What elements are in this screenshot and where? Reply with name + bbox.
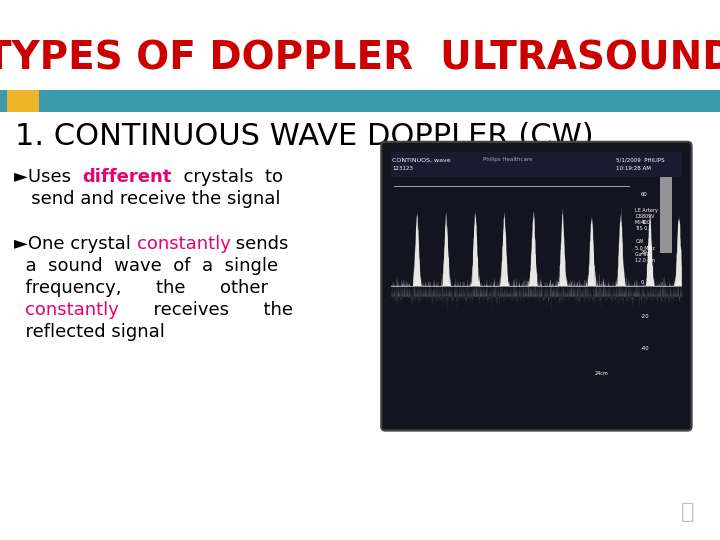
Text: reflected signal: reflected signal [14,323,165,341]
Text: 1. CONTINUOUS WAVE DOPPLER (CW): 1. CONTINUOUS WAVE DOPPLER (CW) [15,122,593,151]
Bar [0,90,720,112]
Text: constantly: constantly [25,301,120,319]
Text: receives      the: receives the [120,301,293,319]
Text: TYPES OF DOPPLER  ULTRASOUND: TYPES OF DOPPLER ULTRASOUND [0,40,720,78]
Text: CONTINUOS, wave: CONTINUOS, wave [392,157,451,163]
Bar [660,177,672,253]
Text: -20: -20 [641,314,649,319]
Text: ►One crystal: ►One crystal [14,235,137,253]
Text: 24cm: 24cm [595,371,608,376]
Text: 0: 0 [641,280,644,285]
Text: 5/1/2009  PHILIPS: 5/1/2009 PHILIPS [616,157,665,163]
Text: different: different [83,168,172,186]
Text: constantly: constantly [137,235,230,253]
Text: frequency,      the      other: frequency, the other [14,279,268,297]
Text: 🔈: 🔈 [681,502,695,522]
Text: send and receive the signal: send and receive the signal [14,190,281,208]
Text: 40: 40 [641,220,648,225]
Text: CW
5.0 MHz
Ga 60
12.0 cm: CW 5.0 MHz Ga 60 12.0 cm [635,239,655,263]
Text: sends: sends [230,235,289,253]
Text: 60: 60 [641,192,648,197]
Text: -40: -40 [641,346,649,350]
Text: a  sound  wave  of  a  single: a sound wave of a single [14,257,278,275]
Bar [7,90,39,112]
FancyBboxPatch shape [381,142,692,430]
Text: ►Uses: ►Uses [14,168,83,186]
Text: 123123: 123123 [392,166,413,171]
Bar [391,152,682,177]
Text: 20: 20 [641,250,648,255]
Text: Philips Healthcare: Philips Healthcare [482,157,532,163]
Text: crystals  to: crystals to [172,168,283,186]
Text: LE Artery
D5809V
MI 0.0
TIS 0.1: LE Artery D5809V MI 0.0 TIS 0.1 [635,207,658,231]
Text: 10:19:28 AM: 10:19:28 AM [616,166,652,171]
